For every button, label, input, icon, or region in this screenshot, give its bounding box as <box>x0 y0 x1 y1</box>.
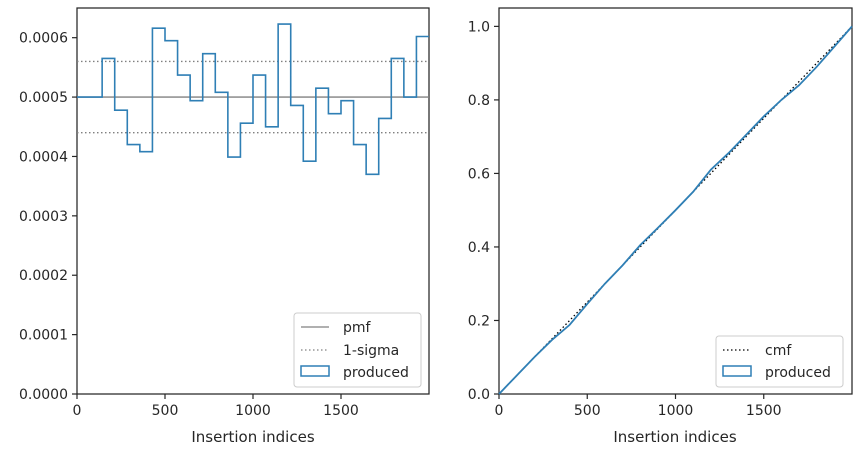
left-x-tick-label: 1000 <box>235 403 271 419</box>
left-x-axis-label: Insertion indices <box>191 428 314 446</box>
legend-produced-swatch <box>300 365 330 377</box>
right-legend: cmf produced <box>715 335 844 388</box>
right-y-tick-label: 1.0 <box>468 19 490 35</box>
left-x-tick-label: 500 <box>152 403 179 419</box>
left-y-tick-label: 0.0000 <box>19 387 68 403</box>
legend-produced-label-right: produced <box>765 365 831 381</box>
right-x-axis-label: Insertion indices <box>613 428 736 446</box>
right-cmf-line <box>498 25 853 395</box>
legend-produced-swatch-right <box>722 365 752 377</box>
right-y-tick-label: 0.2 <box>468 313 490 329</box>
right-y-tick-label: 0.6 <box>468 166 490 182</box>
right-produced-line <box>498 25 853 395</box>
right-y-tick-label: 0.8 <box>468 93 490 109</box>
left-y-tick-label: 0.0001 <box>19 328 68 344</box>
left-y-tick-label: 0.0002 <box>19 268 68 284</box>
right-x-tick-label: 1500 <box>746 403 782 419</box>
right-x-tick-label: 0 <box>495 403 504 419</box>
left-legend-box <box>293 312 422 388</box>
left-ticks: 0 500 1000 1500 0.0000 0.0001 0.0002 0.0003 0.00… <box>19 31 359 419</box>
panel-left: 0 500 1000 1500 0.0000 0.0001 0.0002 0.0003 0.00… <box>19 7 430 446</box>
legend-sigma-label: 1-sigma <box>343 343 399 359</box>
right-x-tick-label: 500 <box>574 403 601 419</box>
left-y-tick-label: 0.0006 <box>19 31 68 47</box>
right-x-tick-label: 1000 <box>658 403 694 419</box>
right-legend-box <box>715 335 844 388</box>
legend-produced-label: produced <box>343 365 409 381</box>
right-y-tick-label: 0.0 <box>468 387 490 403</box>
left-produced-step-line <box>77 23 429 176</box>
legend-pmf-label: pmf <box>343 320 372 336</box>
left-x-tick-label: 0 <box>73 403 82 419</box>
right-y-tick-label: 0.4 <box>468 240 490 256</box>
right-ticks: 0 500 1000 1500 0.0 0.2 0.4 0.6 0.8 1.0 <box>468 19 782 419</box>
left-y-tick-label: 0.0003 <box>19 209 68 225</box>
left-y-tick-label: 0.0004 <box>19 149 68 165</box>
legend-cmf-label: cmf <box>765 343 792 359</box>
panel-right: 0 500 1000 1500 0.0 0.2 0.4 0.6 0.8 1.0 Insertion… <box>468 7 853 446</box>
left-legend: pmf 1-sigma produced <box>293 312 422 388</box>
left-x-tick-label: 1500 <box>323 403 359 419</box>
left-y-tick-label: 0.0005 <box>19 90 68 106</box>
